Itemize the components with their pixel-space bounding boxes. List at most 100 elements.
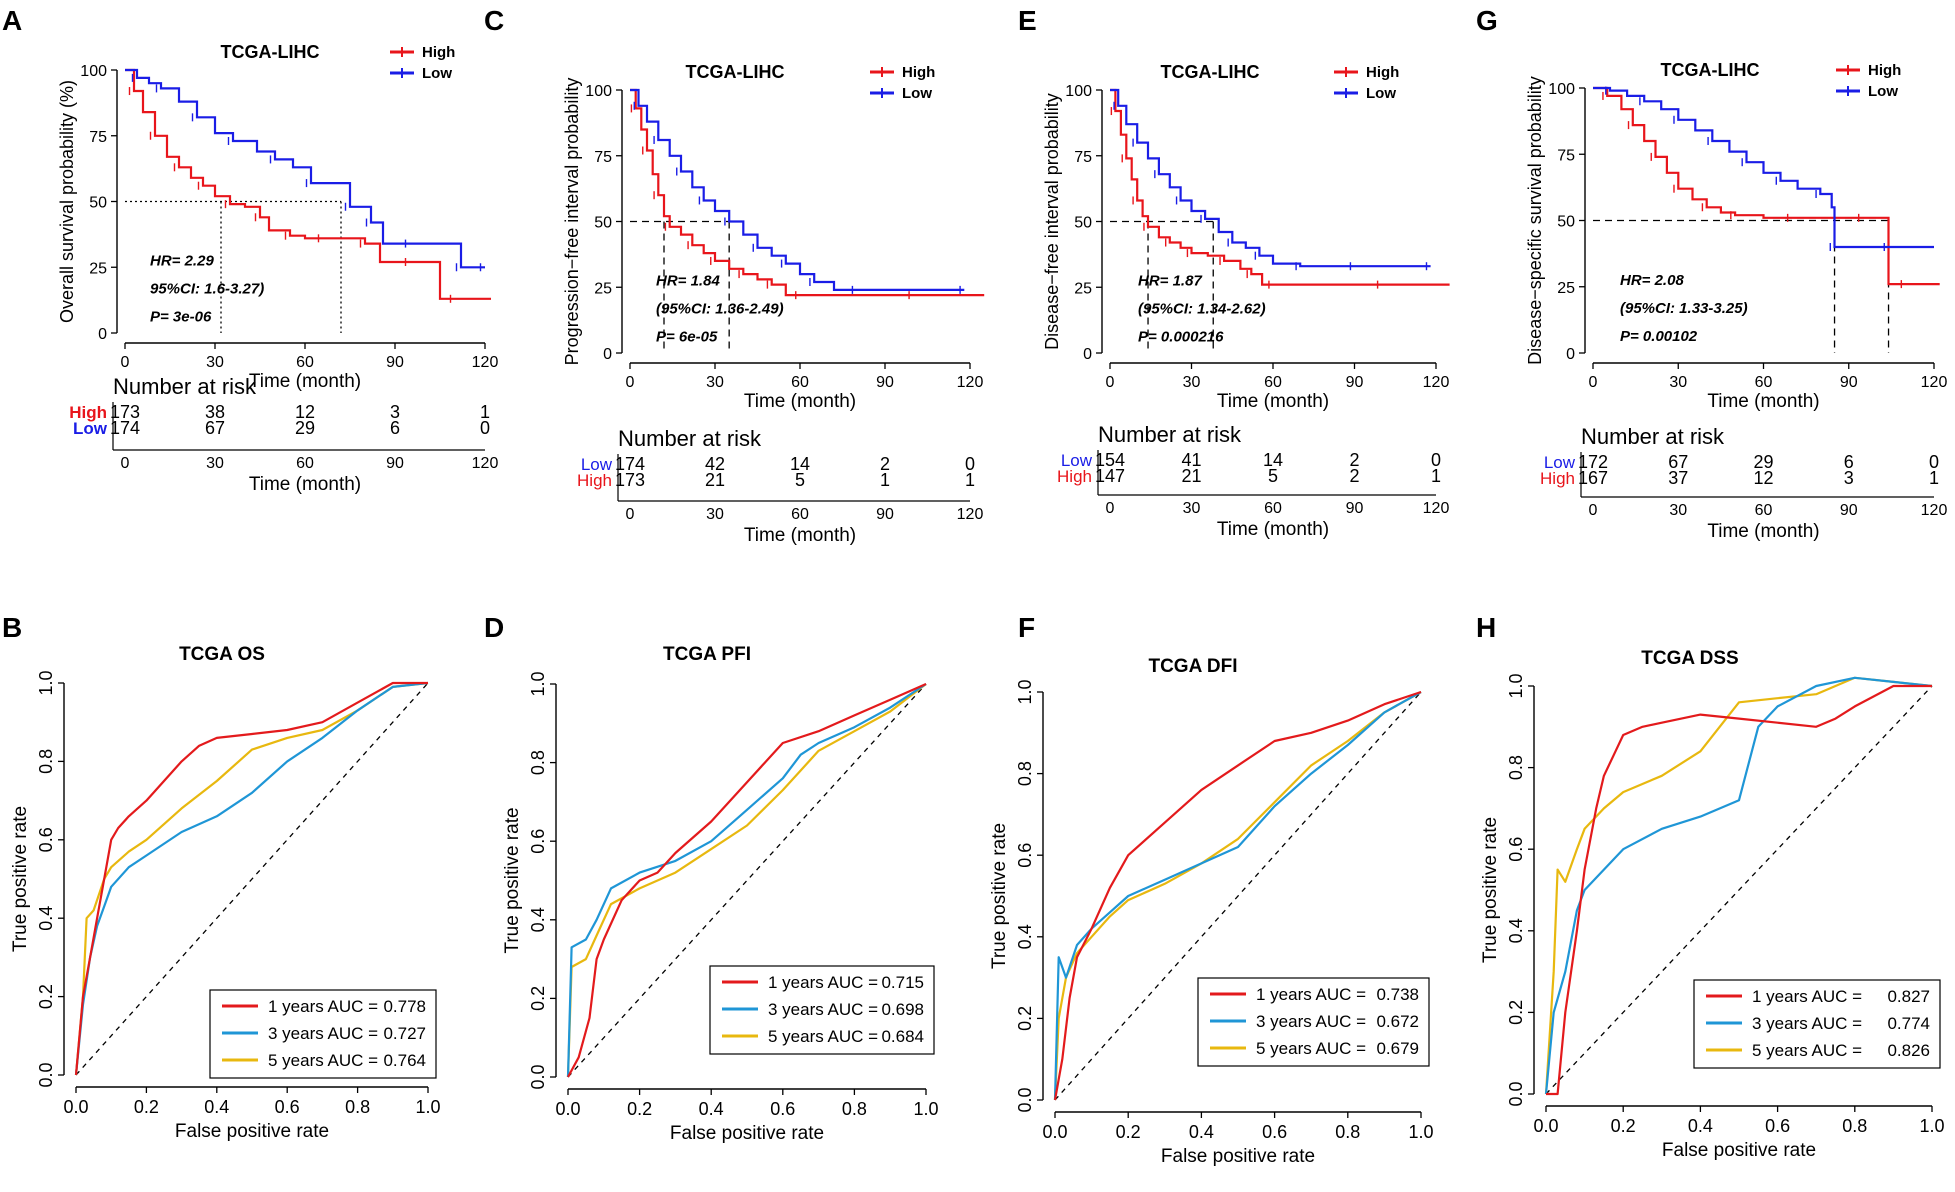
roc-f-ytick-label: 0.4 [1015, 924, 1035, 949]
roc-h-xtick-label: 0.2 [1611, 1116, 1636, 1136]
roc-h-ytick-label: 0.0 [1506, 1081, 1526, 1106]
km-a-risk-xtick-label: 0 [121, 455, 130, 472]
km-c-risk-value: 2 [880, 454, 890, 474]
roc-f-ylabel: True positive rate [989, 823, 1010, 969]
km-c-xlabel: Time (month) [744, 391, 856, 412]
km-a-risk-value: 12 [295, 402, 315, 422]
km-g-ytick-label: 50 [1557, 214, 1575, 231]
roc-h-curve-auc1 [1546, 684, 1932, 1096]
km-c-risk-value: 42 [705, 454, 725, 474]
km-a-risk-group-low: Low [73, 419, 108, 438]
roc-b-ytick-label: 0.6 [36, 827, 56, 852]
km-a-risk-value: 174 [110, 418, 140, 438]
km-e-risk-value: 2 [1349, 466, 1359, 486]
roc-d-ytick-label: 0.6 [528, 829, 548, 854]
roc-h-legend-label: 5 years AUC = [1752, 1041, 1862, 1060]
km-a-risk-value: 38 [205, 402, 225, 422]
km-a-risk-xtick-label: 120 [472, 455, 499, 472]
km-c-risk-xtick-label: 0 [626, 506, 635, 523]
roc-d-curve-auc5 [566, 683, 927, 1078]
roc-f-legend-label: 1 years AUC = [1256, 985, 1366, 1004]
km-g-risk-value: 37 [1668, 468, 1688, 488]
roc-d-ytick-label: 0.0 [528, 1064, 548, 1089]
roc-h-legend-auc: 0.826 [1887, 1041, 1930, 1060]
panel-letter-h: H [1476, 612, 1496, 643]
km-g-risk-value: 1 [1929, 468, 1939, 488]
roc-h-legend-label: 3 years AUC = [1752, 1014, 1862, 1033]
roc-h-xtick-label: 0.0 [1533, 1116, 1558, 1136]
km-a-legend-label-high: High [422, 44, 455, 61]
km-a-ytick-label: 0 [98, 326, 107, 343]
km-e-xtick-label: 90 [1346, 374, 1364, 391]
roc-h-legend-label: 1 years AUC = [1752, 987, 1862, 1006]
roc-f-legend-auc: 0.679 [1376, 1039, 1419, 1058]
roc-h-curve-auc5 [1544, 676, 1933, 1095]
km-g-risk-xlabel: Time (month) [1707, 521, 1819, 542]
km-c-ytick-label: 50 [594, 215, 612, 232]
km-a-xlabel: Time (month) [249, 371, 361, 392]
km-a-curve-high [125, 68, 491, 300]
km-g-risk-xtick-label: 120 [1921, 502, 1948, 519]
km-c-risk-value: 0 [965, 454, 975, 474]
panel-letter-e: E [1018, 5, 1037, 36]
roc-b-ytick-label: 0.0 [36, 1062, 56, 1087]
km-c-xtick-label: 120 [957, 374, 984, 391]
km-e-risk-group-high: High [1057, 467, 1092, 486]
km-a-risk-group-high: High [69, 403, 107, 422]
roc-b-diagonal [75, 682, 429, 1076]
roc-b-legend-label: 3 years AUC = [268, 1024, 378, 1043]
km-c-ytick-label: 0 [603, 346, 612, 363]
km-e-risk-xtick-label: 30 [1183, 500, 1201, 517]
roc-f-legend-auc: 0.672 [1376, 1012, 1419, 1031]
km-c-risk-xlabel: Time (month) [744, 525, 856, 546]
km-g-curve-high [1593, 86, 1940, 286]
roc-d-xtick-label: 0.4 [699, 1099, 724, 1119]
km-g-xtick-label: 120 [1921, 374, 1948, 391]
km-g-risk-value: 0 [1929, 452, 1939, 472]
roc-d-legend-label: 1 years AUC = [768, 973, 878, 992]
km-g-xtick-label: 30 [1669, 374, 1687, 391]
roc-b-xtick-label: 0.4 [204, 1097, 229, 1117]
roc-h-ylabel: True positive rate [1480, 817, 1501, 963]
roc-h-xtick-label: 0.8 [1842, 1116, 1867, 1136]
km-g-risk-group-high: High [1540, 469, 1575, 488]
roc-h-title: TCGA DSS [1641, 648, 1738, 669]
roc-b-xtick-label: 0.6 [275, 1097, 300, 1117]
roc-b-ylabel: True positive rate [10, 806, 31, 952]
km-e-stat: P= 0.000216 [1138, 328, 1224, 345]
roc-d-legend-label: 3 years AUC = [768, 1000, 878, 1019]
km-e-legend-label-low: Low [1366, 85, 1396, 102]
km-g-risk-title: Number at risk [1581, 424, 1725, 449]
km-g-risk-value: 172 [1578, 452, 1608, 472]
roc-b-ytick-label: 0.2 [36, 984, 56, 1009]
panel-letter-b: B [2, 612, 22, 643]
km-e-xtick-label: 60 [1264, 374, 1282, 391]
roc-d-xtick-label: 0.0 [555, 1099, 580, 1119]
roc-d-legend-auc: 0.698 [881, 1000, 924, 1019]
km-c-risk-group-high: High [577, 471, 612, 490]
km-e-risk-value: 14 [1263, 450, 1283, 470]
km-a-risk-value: 6 [390, 418, 400, 438]
roc-d-xtick-label: 0.6 [770, 1099, 795, 1119]
km-e-risk-value: 0 [1431, 450, 1441, 470]
km-g-ytick-label: 100 [1548, 81, 1575, 98]
roc-b-legend-auc: 0.764 [383, 1051, 426, 1070]
km-e-curve-high [1110, 88, 1450, 286]
km-e-risk-value: 21 [1181, 466, 1201, 486]
km-g-ylabel: Disease−specific survival probability [1525, 76, 1545, 365]
km-a-risk-value: 67 [205, 418, 225, 438]
km-g-risk-xtick-label: 30 [1669, 502, 1687, 519]
km-a-ytick-label: 75 [89, 129, 107, 146]
km-c-risk-value: 1 [880, 470, 890, 490]
km-e-curve-low [1110, 88, 1431, 268]
roc-d-legend-auc: 0.684 [881, 1027, 924, 1046]
km-g-risk-value: 3 [1844, 468, 1854, 488]
roc-h-xtick-label: 0.4 [1688, 1116, 1713, 1136]
roc-b-xtick-label: 0.2 [134, 1097, 159, 1117]
km-c-legend-label-low: Low [902, 85, 932, 102]
km-e-risk-value: 147 [1095, 466, 1125, 486]
km-e-ytick-label: 25 [1074, 280, 1092, 297]
km-a-stat: P= 3e-06 [150, 308, 212, 325]
km-c-risk-xtick-label: 90 [876, 506, 894, 523]
km-g-stat: P= 0.00102 [1620, 328, 1698, 345]
